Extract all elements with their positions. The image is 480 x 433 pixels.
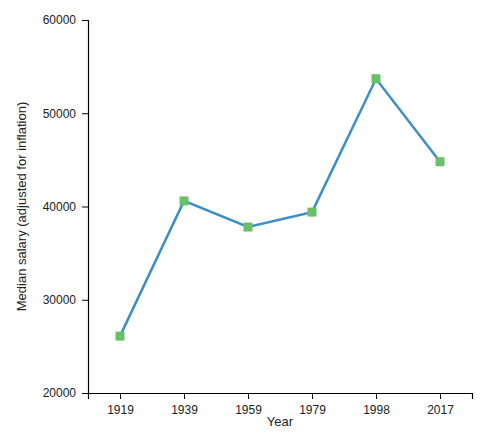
y-tick-label: 60000 xyxy=(43,13,77,27)
marker xyxy=(180,196,189,205)
x-axis-line xyxy=(89,394,473,400)
y-axis-title: Median salary (adjusted for inflation) xyxy=(14,102,29,312)
x-tick-mark xyxy=(184,393,185,399)
y-tick-mark xyxy=(82,393,88,394)
x-tick: 2017 xyxy=(427,393,454,417)
x-axis: 1919 1939 1959 1979 1998 2017 xyxy=(89,393,473,417)
y-tick: 50000 xyxy=(43,107,88,121)
x-tick-mark xyxy=(248,393,249,399)
x-tick: 1939 xyxy=(171,393,198,417)
x-tick-label: 1939 xyxy=(171,403,198,417)
y-axis: 20000 30000 40000 50000 60000 xyxy=(43,13,89,400)
marker xyxy=(244,223,253,232)
x-tick-mark xyxy=(312,393,313,399)
y-tick: 40000 xyxy=(43,200,88,214)
x-tick-label: 1959 xyxy=(235,403,262,417)
x-tick: 1998 xyxy=(363,393,390,417)
x-tick-label: 1979 xyxy=(299,403,326,417)
y-tick-mark xyxy=(82,207,88,208)
y-tick: 30000 xyxy=(43,293,88,307)
y-tick-label: 20000 xyxy=(43,386,77,400)
x-tick-label: 1919 xyxy=(107,403,134,417)
marker xyxy=(436,157,445,166)
x-tick: 1979 xyxy=(299,393,326,417)
y-tick: 20000 xyxy=(43,386,88,400)
y-tick-mark xyxy=(82,20,88,21)
marker xyxy=(116,332,125,341)
marker xyxy=(372,74,381,83)
line xyxy=(120,79,440,336)
y-tick: 60000 xyxy=(43,13,88,27)
y-axis-line xyxy=(82,21,89,394)
y-tick-label: 40000 xyxy=(43,200,77,214)
y-tick-mark xyxy=(82,300,88,301)
plot-area xyxy=(116,74,445,340)
x-tick-label: 2017 xyxy=(427,403,454,417)
x-tick: 1959 xyxy=(235,393,262,417)
x-axis-title: Year xyxy=(267,414,294,429)
y-tick-label: 30000 xyxy=(43,293,77,307)
x-tick-mark xyxy=(120,393,121,399)
x-tick-mark xyxy=(440,393,441,399)
x-tick: 1919 xyxy=(107,393,134,417)
y-tick-mark xyxy=(82,113,88,114)
x-tick-mark xyxy=(376,393,377,399)
chart: 20000 30000 40000 50000 60000 1919 1939 1959 197… xyxy=(0,0,480,433)
y-tick-label: 50000 xyxy=(43,107,77,121)
x-tick-label: 1998 xyxy=(363,403,390,417)
marker xyxy=(308,208,317,217)
